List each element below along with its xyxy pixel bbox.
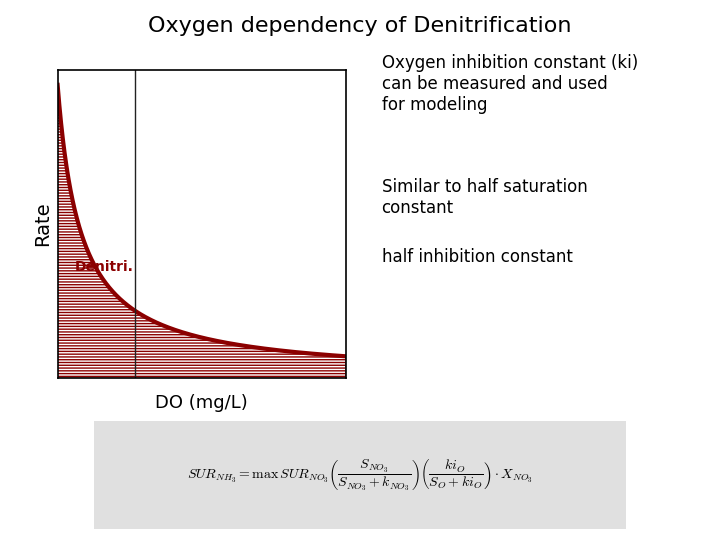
Y-axis label: Rate: Rate xyxy=(33,202,52,246)
Text: DO (mg/L): DO (mg/L) xyxy=(156,394,248,412)
Text: Oxygen inhibition constant (ki)
can be measured and used
for modeling: Oxygen inhibition constant (ki) can be m… xyxy=(382,54,638,113)
Text: Denitri.: Denitri. xyxy=(75,260,134,274)
Text: Oxygen dependency of Denitrification: Oxygen dependency of Denitrification xyxy=(148,16,572,36)
Text: $SUR_{NH_3} = \mathrm{max}\, SUR_{NO_3}\left(\dfrac{S_{NO_3}}{S_{NO_3}+k_{NO_3}}: $SUR_{NH_3} = \mathrm{max}\, SUR_{NO_3}\… xyxy=(187,457,533,493)
Text: Similar to half saturation
constant: Similar to half saturation constant xyxy=(382,178,588,217)
Text: half inhibition constant: half inhibition constant xyxy=(382,248,572,266)
